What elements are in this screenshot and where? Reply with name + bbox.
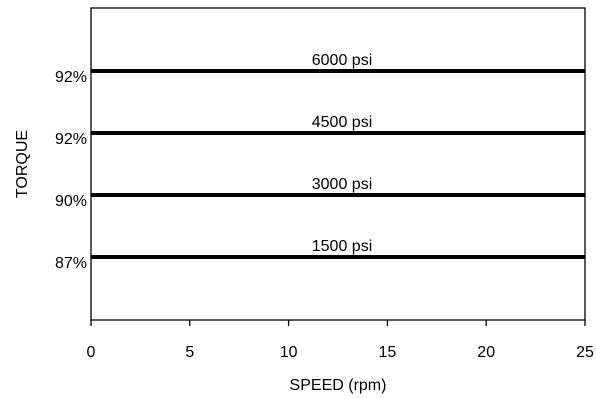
y-tick-label: 90% xyxy=(55,193,87,210)
series-label: 6000 psi xyxy=(312,52,373,69)
x-tick-label: 0 xyxy=(87,344,96,361)
series-label: 1500 psi xyxy=(312,238,373,255)
x-tick-label: 20 xyxy=(477,344,495,361)
x-axis-label: SPEED (rpm) xyxy=(290,377,387,394)
series-label: 3000 psi xyxy=(312,176,373,193)
y-tick-label: 92% xyxy=(55,69,87,86)
y-tick-label: 92% xyxy=(55,131,87,148)
series-label: 4500 psi xyxy=(312,114,373,131)
plot-area-frame xyxy=(90,7,586,321)
x-axis-ticks: 0 5 10 15 20 25 xyxy=(87,320,594,361)
y-axis-label: TORQUE xyxy=(14,130,31,198)
y-tick-label: 87% xyxy=(55,255,87,272)
x-tick-label: 25 xyxy=(576,344,594,361)
series-lines: 6000 psi 92% 4500 psi 92% 3000 psi 90% 1500 ps… xyxy=(55,52,585,272)
x-tick-label: 5 xyxy=(185,344,194,361)
x-tick-label: 10 xyxy=(280,344,298,361)
x-tick-label: 15 xyxy=(379,344,397,361)
